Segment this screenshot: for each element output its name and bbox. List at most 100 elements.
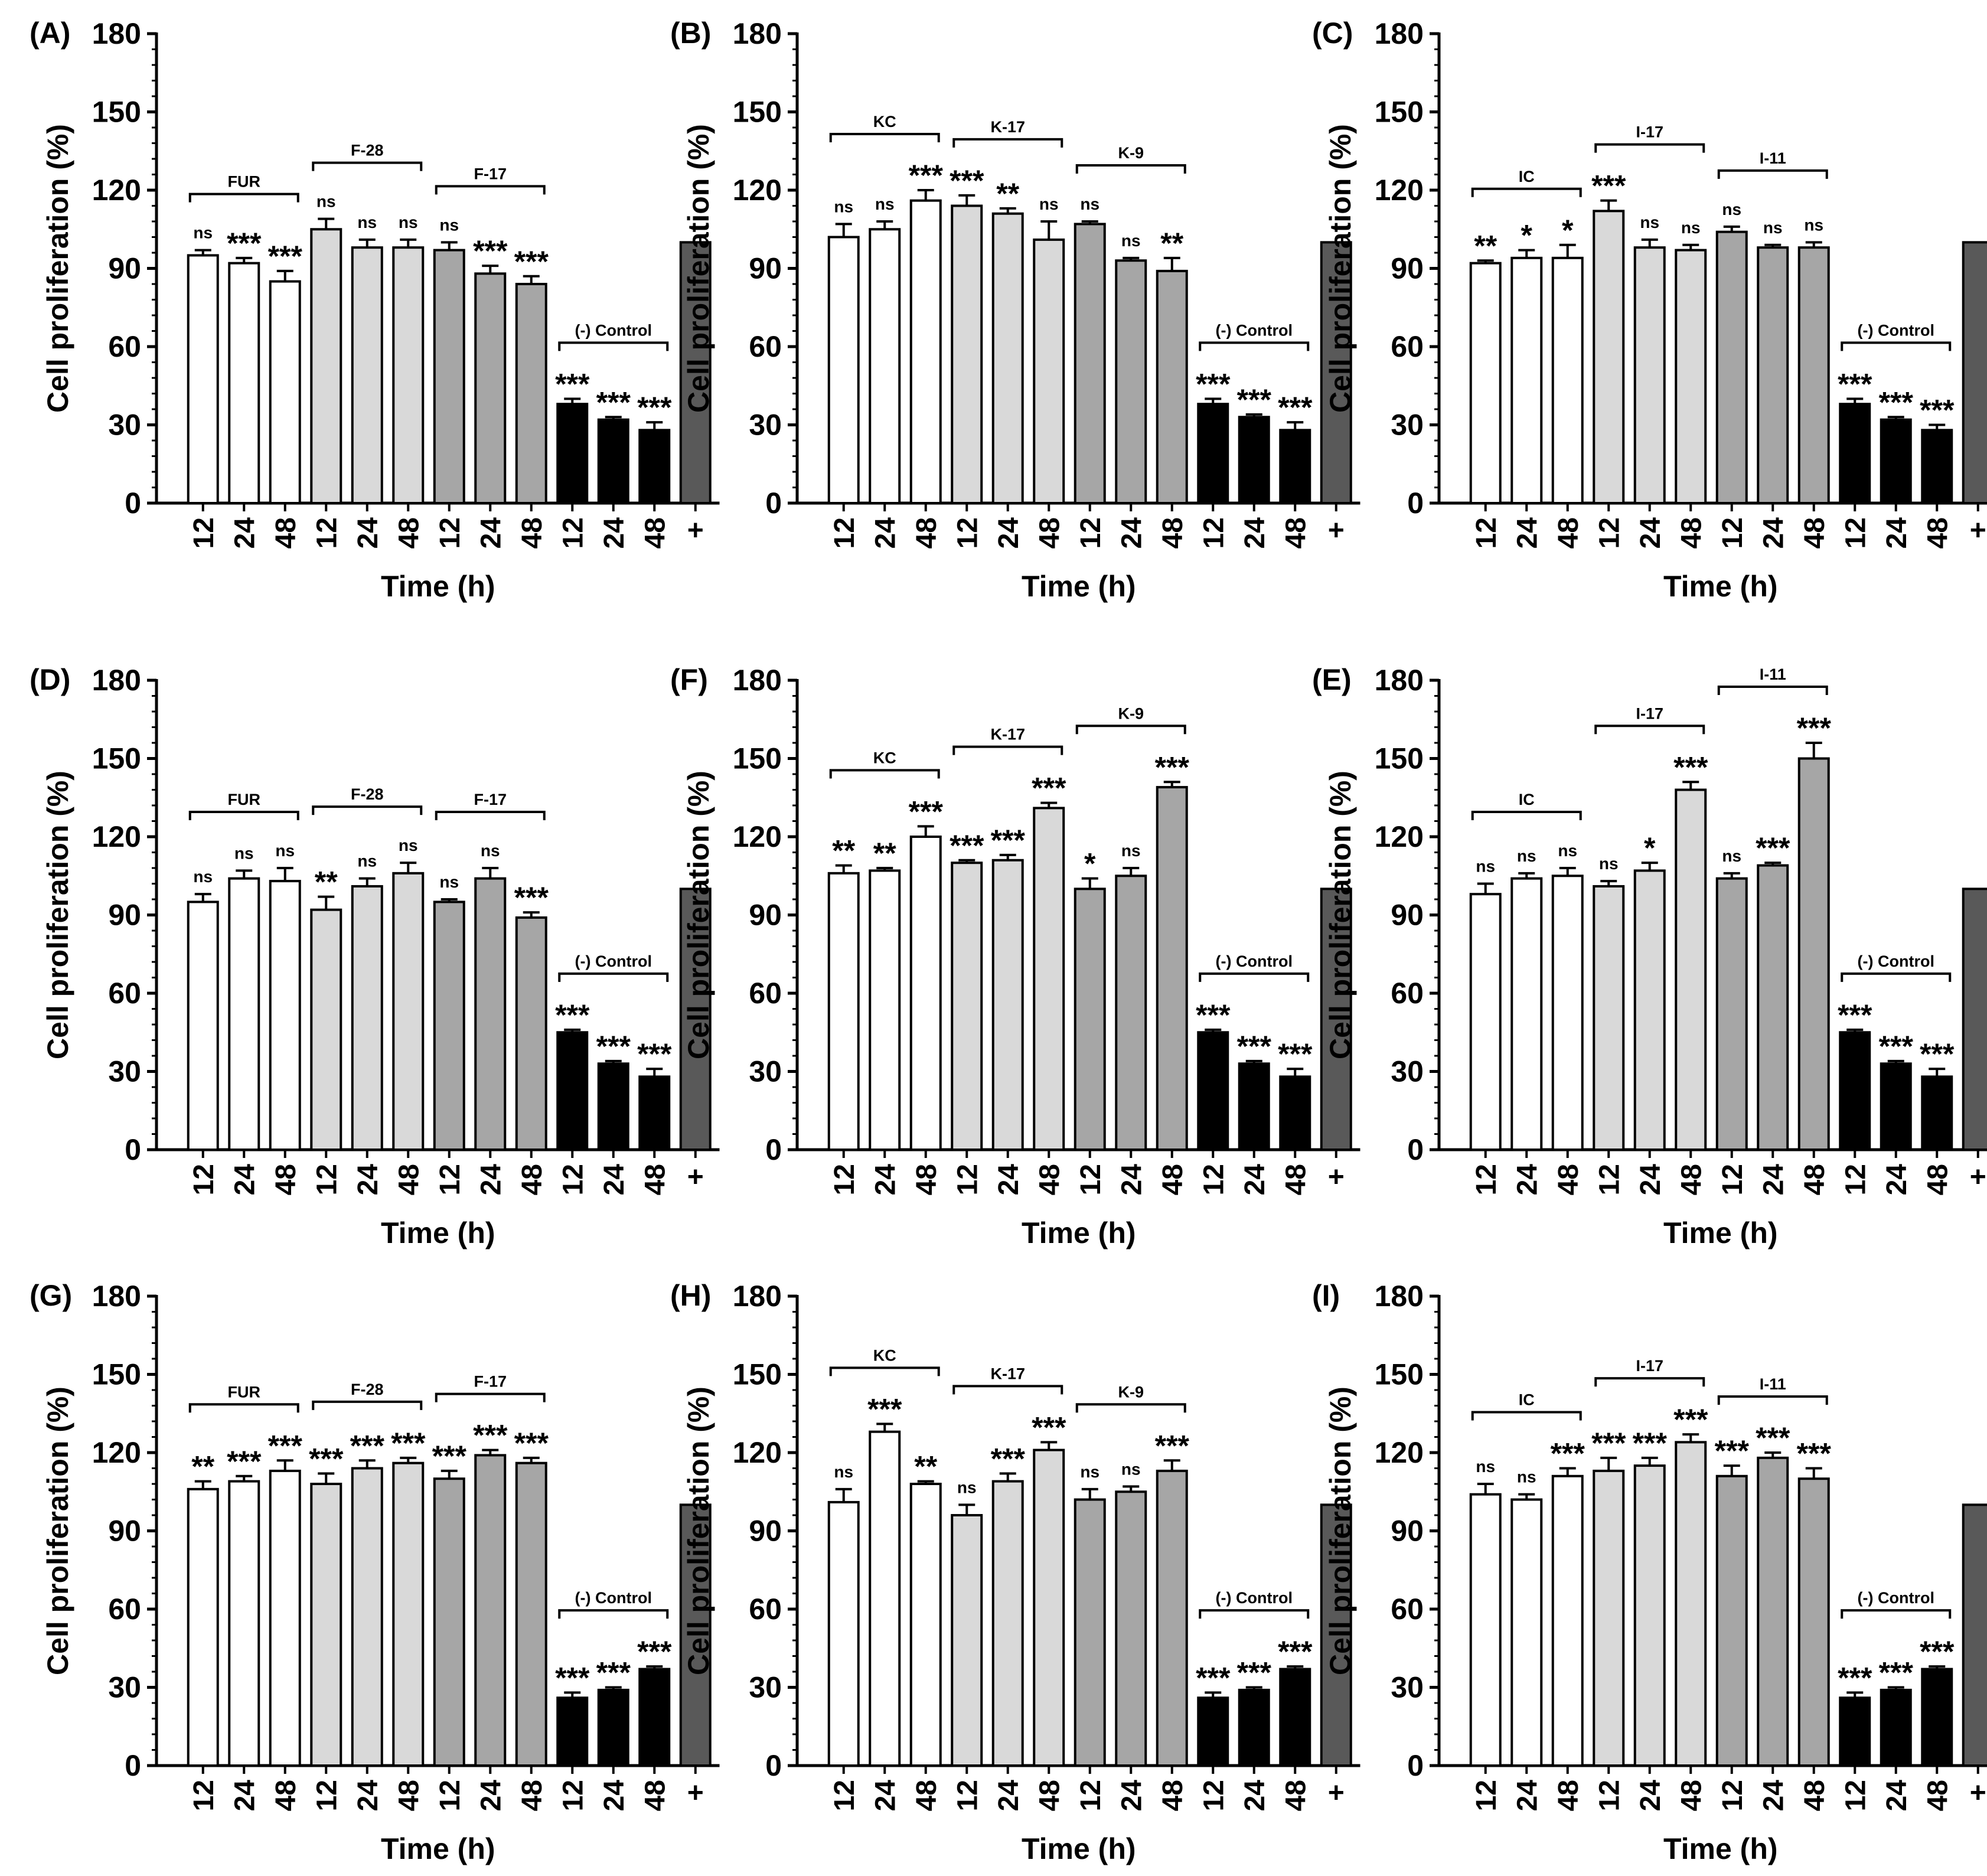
significance-label: ***	[227, 1445, 262, 1478]
x-tick-label: 12	[952, 1164, 983, 1195]
panel-g: (G) 0 30 60 90 120 150 180 Cell proliferation (%…	[30, 1279, 720, 1865]
x-axis-title: Time (h)	[1022, 1216, 1136, 1249]
x-tick-label: 48	[1922, 1164, 1953, 1195]
significance-label: ***	[227, 227, 262, 260]
bar	[1839, 1696, 1871, 1767]
y-tick-label: 30	[749, 1055, 782, 1088]
y-tick-label: 30	[749, 1671, 782, 1704]
bar	[556, 1696, 589, 1767]
x-tick-label: 12	[1471, 1780, 1502, 1811]
bar	[433, 249, 465, 504]
x-tick-label: 12	[1075, 517, 1107, 549]
x-tick-label: 12	[435, 1164, 466, 1195]
significance-label: ***	[1032, 772, 1066, 805]
y-tick-label: 120	[92, 820, 141, 853]
x-tick-label: 48	[1799, 1164, 1831, 1195]
significance-label: ns	[399, 836, 418, 854]
bar	[474, 1454, 507, 1767]
bar	[1715, 877, 1748, 1151]
significance-label: ***	[1797, 1437, 1832, 1470]
significance-label: ns	[1517, 847, 1536, 865]
y-tick-label: 90	[1391, 899, 1424, 932]
bar	[1279, 1075, 1311, 1151]
bar	[1675, 249, 1707, 504]
y-tick-label: 30	[1391, 409, 1424, 442]
significance-label: ***	[268, 240, 303, 273]
bar	[187, 901, 219, 1151]
y-axis-title: Cell proliferation (%)	[41, 124, 74, 413]
significance-label: ***	[1032, 1411, 1066, 1444]
bar	[1074, 888, 1106, 1151]
y-tick-label: 60	[108, 330, 141, 363]
significance-label: ***	[555, 999, 590, 1032]
bar	[269, 880, 301, 1151]
x-tick-label: 12	[1717, 1164, 1748, 1195]
significance-label: **	[914, 1450, 937, 1483]
significance-label: ***	[1673, 1403, 1708, 1436]
group-bracket	[952, 1385, 1063, 1395]
significance-label: ***	[637, 391, 672, 424]
x-axis-title: Time (h)	[1663, 1216, 1778, 1249]
significance-label: ns	[834, 197, 853, 216]
significance-label: ***	[350, 1429, 385, 1462]
bar	[827, 236, 860, 504]
group-label: (-) Control	[575, 1589, 652, 1607]
significance-label: ns	[193, 224, 213, 242]
bar	[679, 888, 712, 1151]
group-bracket	[558, 341, 669, 351]
x-tick-label: 12	[829, 1164, 860, 1195]
group-label: FUR	[228, 1383, 261, 1401]
x-tick-label: 24	[870, 1164, 901, 1196]
significance-label: ns	[1080, 1463, 1099, 1481]
bar	[1033, 807, 1065, 1151]
significance-label: **	[873, 837, 896, 870]
bar	[1633, 246, 1666, 504]
significance-label: ns	[357, 852, 377, 870]
x-tick-label: 48	[270, 517, 302, 549]
group-label: K-17	[990, 1365, 1025, 1382]
bar	[1593, 885, 1625, 1151]
y-axis-title: Cell proliferation (%)	[1324, 771, 1357, 1059]
x-tick-label: 24	[1635, 517, 1666, 549]
y-tick-label: 90	[108, 899, 141, 932]
bar	[1156, 1469, 1188, 1767]
significance-label: ***	[991, 824, 1026, 857]
group-bracket	[558, 972, 669, 982]
y-tick-label: 60	[108, 1593, 141, 1626]
y-tick-label: 120	[733, 820, 782, 853]
significance-label: ***	[473, 1419, 508, 1452]
bar	[1510, 256, 1543, 504]
significance-label: ns	[1722, 200, 1741, 218]
significance-label: **	[996, 177, 1019, 210]
group-bracket	[1717, 686, 1828, 695]
y-tick-label: 90	[1391, 1515, 1424, 1548]
y-tick-label: 180	[1375, 664, 1424, 697]
significance-label: ***	[1838, 999, 1872, 1032]
x-tick-label: +	[687, 1777, 704, 1809]
significance-label: ***	[1196, 1661, 1231, 1694]
x-tick-label: 48	[911, 517, 942, 549]
bar	[392, 872, 425, 1151]
x-tick-label: 12	[1840, 1164, 1871, 1195]
significance-label: ***	[1278, 1635, 1313, 1668]
bar	[1962, 888, 1987, 1151]
bar	[909, 199, 942, 504]
x-tick-label: 48	[517, 517, 548, 549]
significance-label: **	[1474, 229, 1497, 262]
significance-label: ns	[1121, 231, 1141, 250]
bar	[310, 1483, 342, 1767]
bar	[1238, 416, 1270, 504]
panel-i: (I) 0 30 60 90 120 150 180 Cell proliferation (%…	[1312, 1279, 1987, 1865]
bar	[1757, 246, 1789, 504]
y-tick-label: 150	[92, 742, 141, 775]
significance-label: ***	[1196, 367, 1231, 400]
x-tick-label: +	[1970, 515, 1986, 546]
bar	[1033, 1448, 1065, 1767]
bar	[1510, 877, 1543, 1151]
group-label: K-9	[1118, 144, 1144, 162]
significance-label: ***	[950, 164, 984, 197]
bar	[1510, 1498, 1543, 1767]
x-axis-title: Time (h)	[381, 1216, 495, 1249]
bar	[1156, 269, 1188, 504]
significance-label: ns	[275, 841, 295, 860]
